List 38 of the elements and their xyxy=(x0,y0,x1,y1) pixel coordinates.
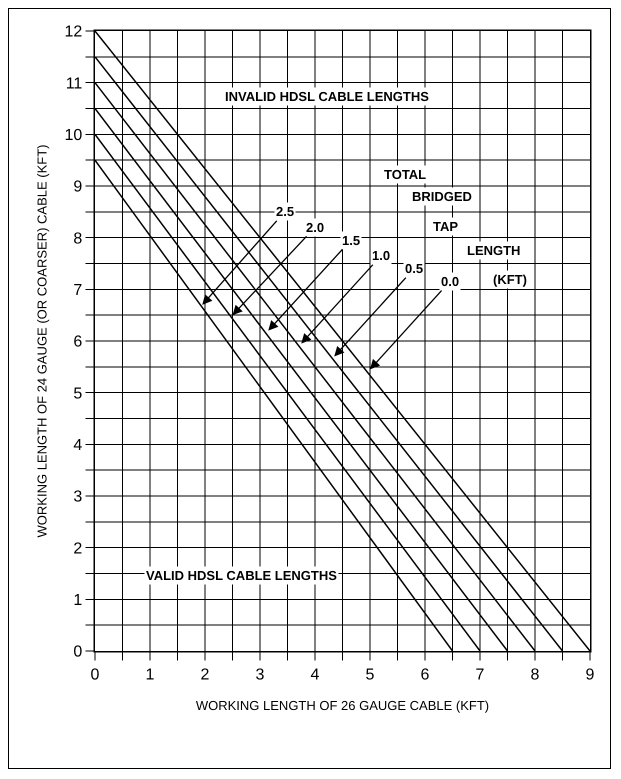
annotation: 1.5 xyxy=(342,233,360,248)
x-tick-label: 6 xyxy=(420,666,430,684)
annotation: 2.5 xyxy=(276,204,294,219)
annotation: 0.0 xyxy=(441,274,460,289)
annotation: TOTAL xyxy=(384,167,426,182)
y-tick-label: 7 xyxy=(73,282,82,299)
x-tick-label: 7 xyxy=(476,666,485,684)
annotation: 2.0 xyxy=(306,220,324,235)
annotation: BRIDGED xyxy=(412,189,472,204)
annotation: (KFT) xyxy=(493,272,527,287)
x-tick-label: 4 xyxy=(310,666,320,684)
annotation: TAP xyxy=(433,219,458,234)
y-tick-label: 5 xyxy=(73,385,82,402)
x-tick-label: 9 xyxy=(586,666,595,684)
x-tick-label: 8 xyxy=(530,666,540,684)
x-tick-label: 2 xyxy=(200,666,210,684)
y-tick-label: 0 xyxy=(73,644,82,661)
y-tick-label: 1 xyxy=(73,592,82,609)
y-tick-label: 3 xyxy=(73,488,82,506)
y-tick-label: 10 xyxy=(64,126,82,144)
x-tick-label: 3 xyxy=(256,666,265,684)
annotation: 1.0 xyxy=(372,248,390,263)
x-tick-label: 5 xyxy=(366,666,375,684)
x-tick-label: 0 xyxy=(90,666,100,684)
y-tick-label: 2 xyxy=(73,540,82,558)
y-tick-label: 8 xyxy=(73,230,82,248)
x-axis-title: WORKING LENGTH OF 26 GAUGE CABLE (KFT) xyxy=(196,698,490,714)
annotation: LENGTH xyxy=(467,243,520,258)
y-tick-label: 11 xyxy=(66,75,82,92)
x-tick-label: 1 xyxy=(146,666,155,684)
annotation: INVALID HDSL CABLE LENGTHS xyxy=(225,89,430,104)
y-tick-label: 12 xyxy=(64,24,82,41)
y-tick-label: 6 xyxy=(73,334,82,351)
y-axis-title: WORKING LENGTH OF 24 GAUGE (OR COARSER) CABLE (KFT) xyxy=(34,144,50,538)
annotation: 0.5 xyxy=(405,261,424,276)
y-tick-label: 4 xyxy=(73,436,82,454)
y-tick-label: 9 xyxy=(73,178,82,196)
annotation: VALID HDSL CABLE LENGTHS xyxy=(146,568,338,583)
